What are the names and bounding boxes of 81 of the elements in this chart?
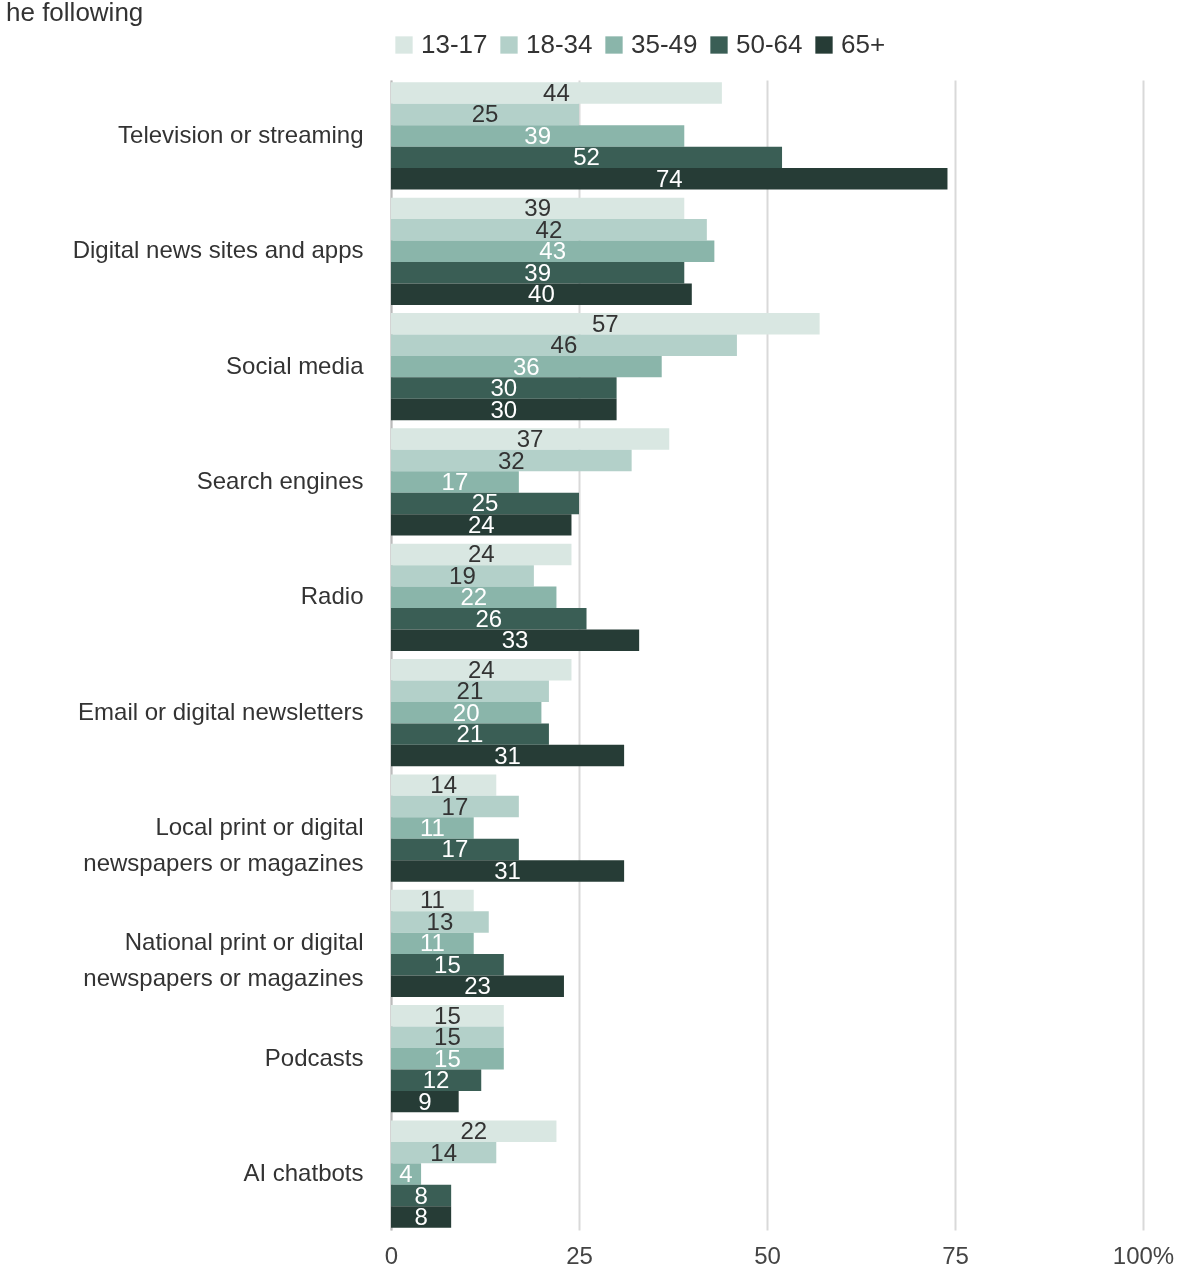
- bar: [391, 492, 579, 515]
- legend-label: 50-64: [736, 29, 803, 59]
- data-label: 23: [464, 972, 491, 1000]
- legend-label: 13-17: [421, 29, 488, 59]
- bar: [391, 954, 504, 976]
- y-tick-label: Social media: [226, 351, 365, 379]
- x-tick-label: 75: [942, 1241, 969, 1269]
- bar: [391, 659, 572, 681]
- data-label: 14: [430, 1138, 457, 1166]
- bar: [391, 283, 692, 305]
- bar: [391, 860, 625, 882]
- data-label: 4: [399, 1160, 413, 1188]
- bar: [391, 586, 557, 609]
- y-tick-label: Email or digital newsletters: [78, 697, 364, 725]
- bar: [391, 449, 632, 472]
- bar: [391, 471, 519, 493]
- bar: [391, 1047, 504, 1070]
- bar: [391, 838, 519, 861]
- bar: [391, 168, 948, 190]
- bar: [391, 428, 670, 450]
- bar: [391, 911, 489, 933]
- x-tick-label: 0: [384, 1241, 399, 1269]
- legend-label: 65+: [841, 29, 886, 59]
- data-label: 44: [543, 79, 570, 107]
- y-tick-label: Search engines: [196, 466, 364, 494]
- bar: [391, 975, 564, 997]
- bar: [391, 377, 617, 399]
- bar: [391, 744, 625, 767]
- text: he following: [6, 0, 144, 27]
- x-tick-label: 100%: [1112, 1241, 1175, 1269]
- bar: [391, 543, 572, 566]
- data-label: 52: [573, 143, 600, 171]
- bar: [391, 680, 549, 702]
- data-label: 33: [501, 626, 529, 654]
- y-tick-label: Local print or digital newspapers or magazines: [83, 813, 364, 877]
- bar: [391, 1005, 504, 1027]
- data-label: 57: [591, 309, 619, 337]
- bar: [391, 1069, 482, 1091]
- bar: [391, 240, 715, 263]
- y-tick-label: Television or streaming: [118, 120, 364, 148]
- bar: [391, 1206, 452, 1228]
- data-label: 31: [494, 856, 521, 884]
- data-label: 31: [494, 741, 521, 769]
- bar: [391, 1026, 504, 1048]
- x-tick-label: 50: [754, 1241, 781, 1269]
- bar: [391, 774, 497, 796]
- bar: [391, 146, 783, 169]
- data-label: 17: [441, 467, 469, 495]
- bar: [391, 514, 572, 536]
- data-label: 22: [460, 1117, 488, 1145]
- bar: [391, 103, 579, 126]
- bar: [391, 398, 617, 421]
- y-tick-label: AI chatbots: [243, 1159, 364, 1187]
- x-tick-label: 25: [566, 1241, 593, 1269]
- bar: [391, 608, 587, 630]
- bar: [391, 82, 722, 104]
- bar: [391, 197, 685, 220]
- y-tick-label: Digital news sites and apps: [72, 236, 364, 264]
- data-label: 46: [550, 331, 578, 359]
- data-label: 25: [471, 100, 499, 128]
- data-label: 39: [524, 121, 551, 149]
- data-label: 8: [414, 1181, 428, 1209]
- y-tick-label: National print or digital newspapers or magazines: [83, 928, 364, 992]
- bar: [391, 795, 519, 818]
- bar: [391, 334, 737, 356]
- bar: [391, 1120, 557, 1142]
- legend-label: 18-34: [526, 29, 593, 59]
- y-tick-label: Radio: [300, 582, 364, 610]
- bar: [391, 262, 685, 284]
- bar: [391, 629, 640, 651]
- bar: [391, 219, 707, 241]
- bar: [391, 125, 685, 147]
- bar: [391, 355, 662, 378]
- legend-label: 35-49: [631, 29, 698, 59]
- bar: [391, 701, 542, 724]
- bar: [391, 723, 549, 745]
- data-label: 74: [655, 164, 683, 192]
- y-tick-label: Podcasts: [264, 1043, 364, 1071]
- bar: [391, 817, 474, 839]
- bar: [391, 565, 534, 587]
- bar: [391, 313, 820, 335]
